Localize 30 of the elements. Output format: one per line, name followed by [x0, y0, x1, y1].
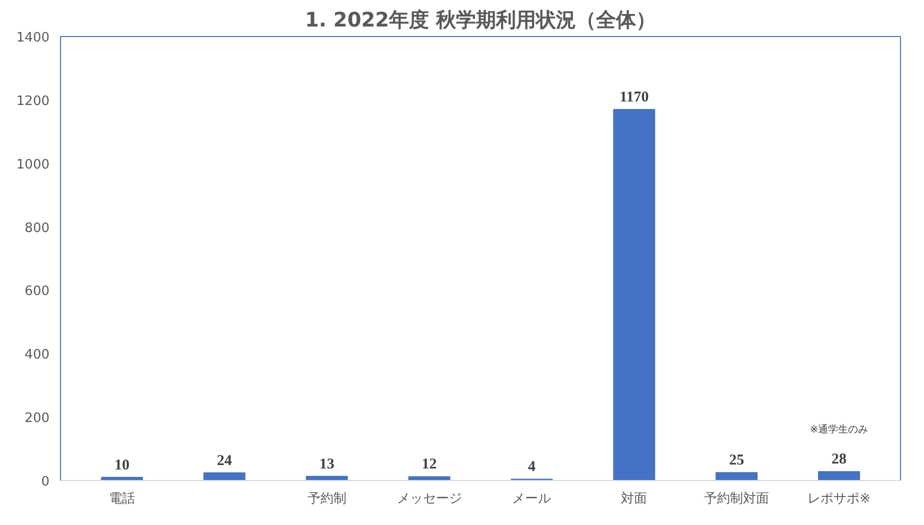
data-label: 25	[729, 452, 744, 469]
x-tick-label: レポサポ※	[808, 492, 870, 506]
data-label: 12	[422, 456, 437, 473]
y-tick-label: 600	[24, 284, 50, 300]
y-tick-label: 1000	[16, 157, 50, 172]
y-tick-label: 1200	[16, 94, 50, 109]
x-tick-label: メッセージ	[396, 492, 462, 506]
chart-title: 1. 2022年度 秋学期利用状況（全体）	[304, 8, 656, 32]
y-tick-label: 1400	[16, 30, 50, 46]
x-tick-label: 電話	[108, 492, 135, 506]
data-label: 1170	[620, 89, 649, 106]
annotation: ※通学生のみ	[810, 424, 868, 436]
x-tick-label: 対面	[621, 490, 648, 506]
x-tick-label: 予約制	[307, 492, 346, 506]
bar	[818, 471, 860, 480]
y-tick-label: 200	[24, 411, 50, 426]
bar	[613, 108, 656, 480]
x-tick-label: メール	[512, 492, 552, 506]
data-label: 24	[216, 452, 232, 469]
bar	[716, 472, 758, 480]
bar	[203, 472, 246, 480]
bar	[408, 476, 450, 480]
data-label: 28	[832, 452, 847, 468]
data-label: 13	[319, 456, 334, 472]
data-label: 10	[114, 457, 130, 474]
data-label: 4	[528, 459, 536, 476]
y-tick-label: 800	[24, 220, 50, 236]
x-tick-label: 予約制対面	[704, 490, 770, 506]
y-tick-label: 0	[41, 474, 50, 490]
y-tick-label: 400	[24, 348, 50, 363]
